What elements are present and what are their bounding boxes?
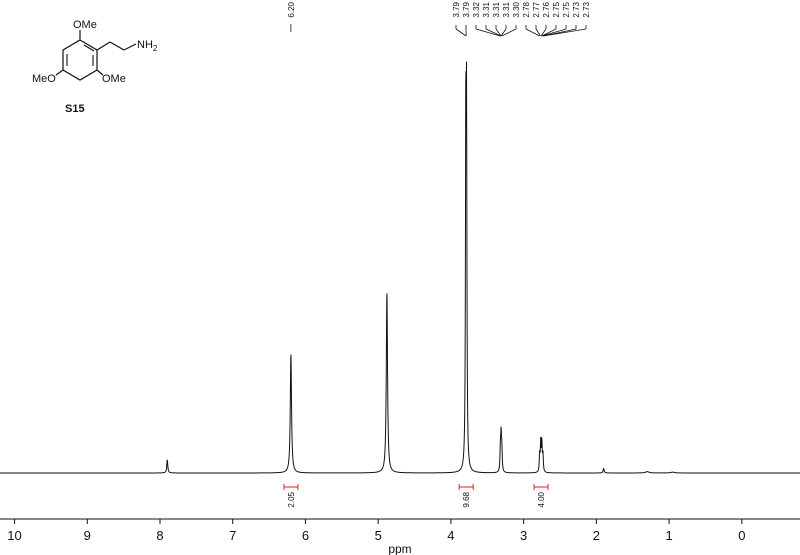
peak-shift-label: 3.32 [472,1,481,17]
bond-chain-2 [109,41,125,51]
peak-shift-label: 3.31 [502,1,511,17]
compound-name: S15 [65,103,85,115]
bond-chain-3 [123,43,137,51]
x-tick-label: 7 [229,528,236,543]
x-tick-label: 5 [375,528,382,543]
peak-shift-label: 2.76 [542,1,551,17]
amine-label: NH2 [137,39,158,53]
x-tick-label: 0 [738,528,745,543]
integral-bracket [458,484,474,490]
molecule-structure: OMe MeO OMe NH2 S15 [32,19,158,115]
peak-label-leader [543,28,587,37]
peak-shift-label: 2.77 [532,1,541,17]
peak-label-leader [541,28,557,37]
spectrum-trace [0,61,800,474]
x-tick-label: 2 [593,528,600,543]
amine-nh: NH [137,39,153,51]
peak-label-leader [475,28,501,37]
peak-shift-label: 2.75 [562,1,571,17]
integral-bracket [283,484,299,490]
x-tick-label: 9 [84,528,91,543]
peak-label-leader [455,28,467,37]
peak-shift-label: 2.73 [572,1,581,17]
peak-label-leader [501,28,517,37]
peak-shift-label: 2.73 [582,1,591,17]
peak-shift-label: 3.79 [452,1,461,17]
integral-value-label: 2.05 [287,491,296,507]
peak-shift-label: 2.75 [552,1,561,17]
top-ome-label: OMe [73,19,97,31]
peak-shift-label: 3.31 [482,1,491,17]
x-tick-label: 3 [520,528,527,543]
integral-bracket [533,484,549,490]
amine-subscript: 2 [153,44,158,53]
x-tick-label: 6 [302,528,309,543]
bond-right-ome [96,69,104,76]
peak-shift-label: 6.20 [287,1,296,17]
left-meo-label: MeO [32,73,56,85]
peak-shift-label: 3.30 [512,1,521,17]
peak-labels: 6.20 3.79 3.79 3.32 3.31 3.31 3.31 3.30 2.78 2.77… [287,1,591,37]
right-ome-label: OMe [102,73,126,85]
peak-label-leader [525,28,540,37]
x-axis-title: ppm [388,542,411,555]
x-axis-ticks: 10 9 8 7 6 5 4 3 2 1 0 [7,519,745,543]
x-tick-label: 8 [156,528,163,543]
peak-label-leader [540,28,547,37]
integral-value-label: 4.00 [537,491,546,507]
integral-value-label: 9.68 [462,491,471,507]
integrals: 2.05 9.68 4.00 [283,484,549,508]
x-tick-label: 10 [7,528,21,543]
bond-left-ome [55,69,64,76]
peak-label-leader [541,28,567,37]
peak-label-leader [485,28,502,37]
x-tick-label: 4 [447,528,454,543]
ring-double-bond [83,44,95,52]
peak-shift-label: 2.78 [522,1,531,17]
peak-label-leader [495,28,502,37]
peak-label-leader [500,28,507,37]
bond-chain-1 [96,41,111,51]
peak-shift-label: 3.31 [492,1,501,17]
x-tick-label: 1 [665,528,672,543]
peak-label-leader [535,28,541,37]
benzene-ring [62,39,98,81]
peak-shift-label: 3.79 [462,1,471,17]
